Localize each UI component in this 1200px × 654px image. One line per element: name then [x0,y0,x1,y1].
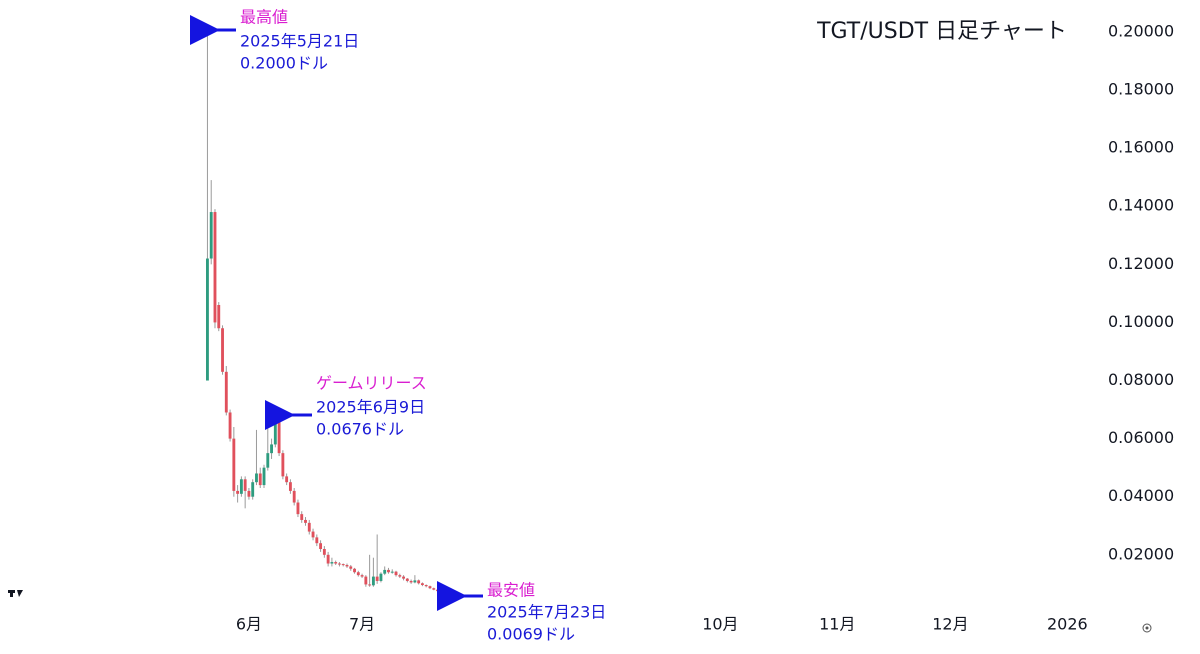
settings-icon[interactable] [1142,623,1152,633]
candle-body [345,564,349,567]
annotation-title: 最安値 [487,581,535,600]
candle-body [255,473,258,483]
annotation-price: 0.2000ドル [240,54,328,73]
annotation-date: 2025年5月21日 [240,32,359,51]
candle-body [307,522,311,532]
candle-body [232,438,236,491]
candle-body [239,479,243,494]
candle-body [273,421,277,445]
candle-body [285,476,289,483]
candle-body [390,571,394,573]
candle-body [341,564,345,566]
y-tick-label: 0.14000 [1108,196,1174,215]
candle-body [311,531,315,538]
candle-body [281,453,285,477]
candle-body [360,575,364,577]
candle-body [439,591,443,593]
y-tick-label: 0.06000 [1108,428,1174,447]
candle-body [304,519,307,523]
candle-body [224,371,228,413]
candle-body [334,562,338,564]
x-tick-label: 7月 [349,615,375,634]
x-tick-label: 6月 [236,615,262,634]
candle-body [206,258,209,381]
candle-body [364,576,368,585]
candle-body [405,578,409,581]
candle-body [315,537,319,544]
candle-body [247,490,251,497]
candle-body [258,473,262,486]
candle-body [420,583,424,586]
x-tick-label: 2026 [1047,615,1088,634]
y-tick-label: 0.12000 [1108,254,1174,273]
candle-body [413,580,417,583]
candle-body [319,543,323,549]
candle-body [338,563,341,565]
candle-body [368,584,372,586]
y-tick-label: 0.18000 [1108,80,1174,99]
candle-body [292,490,296,503]
y-tick-label: 0.04000 [1108,486,1174,505]
candle-body [428,586,432,589]
candle-body [251,482,255,497]
candle-body [409,580,413,583]
candle-body [213,212,217,323]
candle-body [270,444,273,454]
candle-body [262,467,266,486]
candle-body [243,479,247,491]
candle-body [228,412,232,439]
candle-body [300,514,304,520]
candle-body [424,585,428,587]
candle-body [371,576,375,586]
candle-body [436,589,439,592]
candle-body [398,575,402,577]
candle-body [379,573,383,581]
annotation-title: 最高値 [240,8,288,27]
candle-body [443,591,447,593]
y-tick-label: 0.10000 [1108,312,1174,331]
candle-body [402,576,405,579]
candle-body [277,421,281,454]
chart-title: TGT/USDT 日足チャート [816,19,1067,44]
logo [8,590,23,597]
y-tick-label: 0.08000 [1108,370,1174,389]
candle-body [209,212,213,259]
candle-body [417,580,421,584]
annotation-date: 2025年7月23日 [487,603,606,622]
candle-body [221,328,224,372]
x-tick-label: 10月 [702,615,738,634]
candle-body [375,576,379,581]
candle-body [394,571,398,576]
candle-body [432,588,436,590]
annotation-title: ゲームリリース [316,374,427,393]
candle-body [217,305,221,329]
candle-body [383,569,387,574]
candle-body [349,566,353,569]
y-tick-label: 0.16000 [1108,138,1174,157]
candle-body [266,453,270,468]
annotation-date: 2025年6月9日 [316,398,425,417]
candle-body [353,568,356,573]
annotation-price: 0.0676ドル [316,420,404,439]
candle-body [330,562,334,564]
candle-body [326,554,330,564]
y-tick-label: 0.20000 [1108,21,1174,40]
candle-body [236,490,240,494]
candle-body [387,569,390,573]
candle-body [296,502,300,515]
candle-body [322,549,326,555]
y-tick-label: 0.02000 [1108,544,1174,563]
candle-body [356,572,360,576]
x-tick-label: 11月 [819,615,855,634]
annotation-price: 0.0069ドル [487,625,575,644]
candle-body [288,482,292,491]
x-tick-label: 12月 [932,615,968,634]
